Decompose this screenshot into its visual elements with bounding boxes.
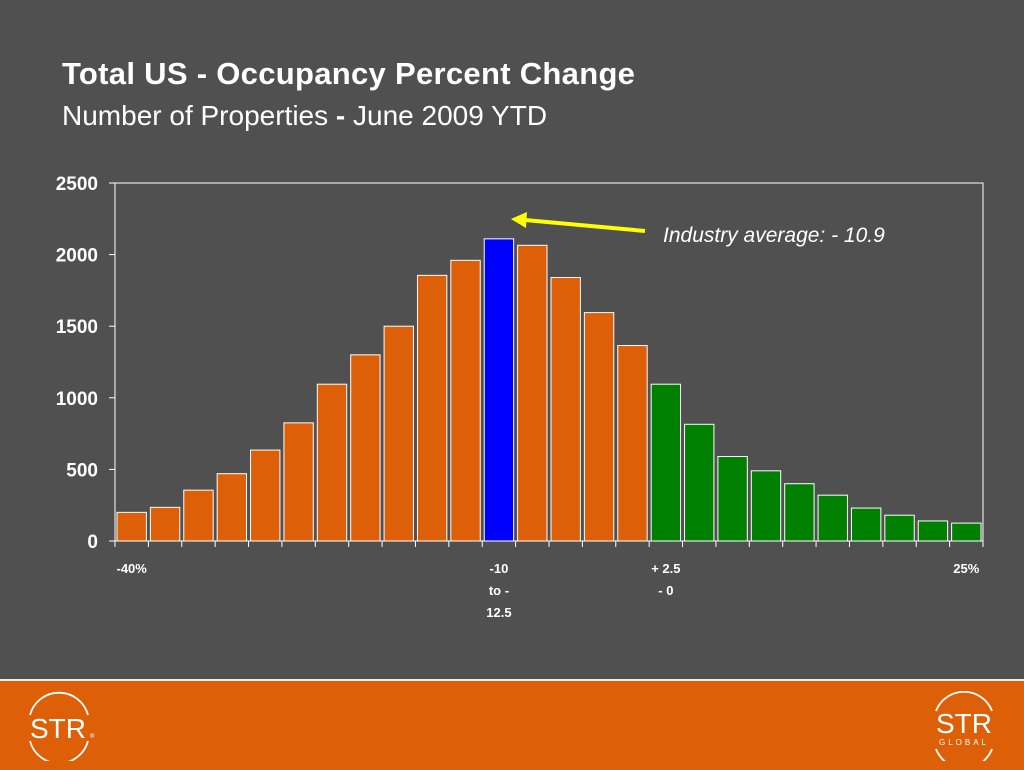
bar bbox=[684, 423, 715, 542]
logo-right-subtext: GLOBAL bbox=[939, 738, 989, 747]
logo-right-text: STR bbox=[936, 708, 992, 739]
subtitle-main: Number of Properties bbox=[62, 100, 329, 131]
bar bbox=[383, 325, 414, 542]
bar bbox=[817, 494, 848, 542]
logo-left-text: STR bbox=[30, 713, 86, 744]
bar bbox=[283, 422, 314, 542]
bar bbox=[650, 383, 682, 542]
y-tick-label: 1500 bbox=[56, 317, 98, 338]
bar bbox=[483, 238, 515, 542]
annotation-label: Industry average: - 10.9 bbox=[663, 224, 885, 247]
footer-bar: STR ® STR GLOBAL bbox=[0, 679, 1024, 770]
x-tick-label: -40% bbox=[117, 561, 148, 576]
bar bbox=[750, 470, 782, 542]
annotation-arrowhead bbox=[510, 212, 527, 228]
chart-title: Total US - Occupancy Percent Change bbox=[62, 56, 636, 91]
registered-mark: ® bbox=[90, 733, 95, 740]
x-tick-label: 25% bbox=[953, 561, 979, 576]
bar bbox=[250, 449, 281, 542]
bar bbox=[717, 456, 748, 542]
bar bbox=[951, 522, 982, 542]
bar bbox=[550, 277, 581, 542]
bar bbox=[450, 259, 481, 542]
x-tick-label: + 2.5 bbox=[651, 561, 680, 576]
y-tick-label: 1000 bbox=[56, 389, 98, 410]
bar bbox=[850, 507, 882, 542]
str-global-logo: STR GLOBAL bbox=[935, 691, 993, 761]
bar bbox=[917, 520, 949, 542]
occupancy-histogram: 0 500 1000 1500 2000 2500 -40% -10 to - 12.5 + 2.5… bbox=[56, 174, 984, 620]
str-logo: STR ® bbox=[29, 691, 95, 761]
bar bbox=[116, 511, 147, 542]
logo-arc-top bbox=[935, 691, 993, 712]
bar bbox=[149, 506, 181, 542]
annotation-arrow-line bbox=[524, 218, 646, 233]
y-tick-label: 500 bbox=[66, 460, 98, 481]
logo-arc-bottom bbox=[29, 740, 89, 761]
x-tick-label: to - bbox=[489, 583, 509, 598]
x-tick-label: -10 bbox=[490, 561, 509, 576]
bar bbox=[416, 274, 448, 542]
y-tick-label: 2000 bbox=[56, 246, 98, 267]
y-tick-label: 0 bbox=[87, 532, 98, 553]
bar bbox=[583, 312, 615, 542]
bar bbox=[784, 483, 815, 542]
y-tick-label: 2500 bbox=[56, 174, 98, 195]
bar bbox=[617, 345, 648, 542]
x-tick-label: 12.5 bbox=[486, 605, 511, 620]
bar bbox=[316, 383, 348, 542]
chart-subtitle: Number of Properties - June 2009 YTD bbox=[62, 100, 547, 132]
bar bbox=[216, 473, 248, 542]
logo-arc-top bbox=[29, 691, 89, 716]
bar bbox=[884, 514, 915, 542]
subtitle-period: June 2009 YTD bbox=[353, 100, 548, 131]
bar bbox=[517, 244, 548, 542]
subtitle-dash: - bbox=[328, 100, 353, 131]
bar bbox=[183, 489, 214, 542]
logo-arc-bottom bbox=[935, 748, 993, 761]
x-tick-label: - 0 bbox=[658, 583, 673, 598]
bar bbox=[350, 354, 381, 542]
